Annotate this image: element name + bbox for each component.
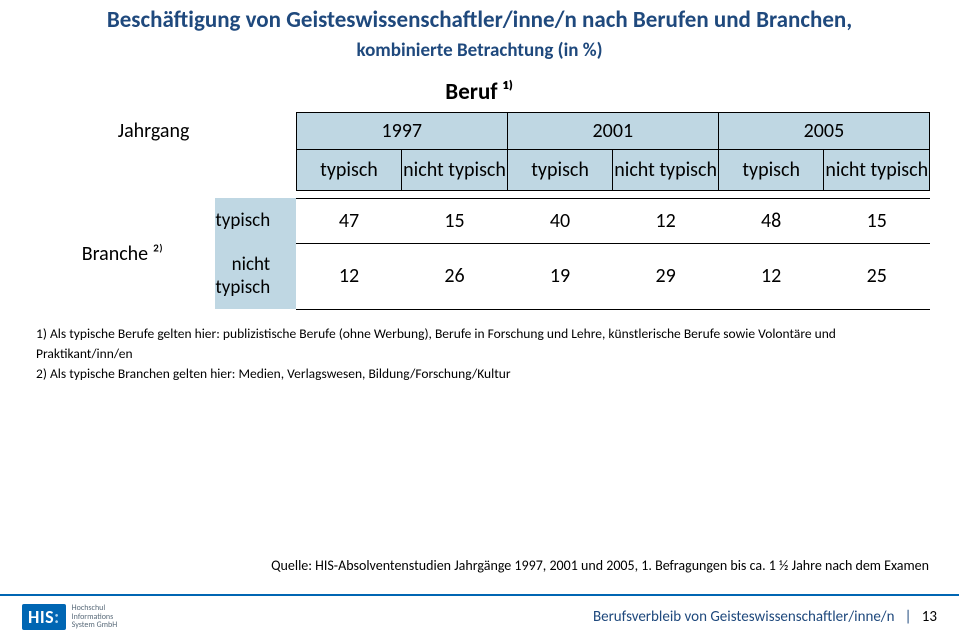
logo-text: HIS (28, 606, 54, 628)
subheader: typisch (507, 149, 613, 190)
year-1997: 1997 (296, 112, 507, 149)
year-2001: 2001 (507, 112, 718, 149)
footer-sep: | (905, 608, 912, 626)
his-logo: HIS: Hochschul Informations System GmbH (22, 604, 117, 630)
footnote-1: 1) Als typische Berufe gelten hier: publ… (36, 324, 923, 365)
cell: 26 (402, 243, 508, 309)
subheader: nicht typisch (613, 149, 719, 190)
title-sub: kombinierte Betrachtung (in %) (357, 39, 603, 62)
cell: 47 (296, 198, 402, 243)
footnotes: 1) Als typische Berufe gelten hier: publ… (36, 324, 923, 385)
column-axis-label: Beruf ¹⁾ (30, 78, 929, 106)
slide-page: Beschäftigung von Geisteswissenschaftler… (0, 0, 959, 638)
cell: 48 (718, 198, 824, 243)
subheader: typisch (718, 149, 824, 190)
jahrgang-label: Jahrgang (30, 112, 215, 149)
logo-sub-line: System GmbH (72, 620, 118, 630)
cell: 40 (507, 198, 613, 243)
logo-mark: HIS: (22, 604, 66, 630)
subheader: nicht typisch (402, 149, 508, 190)
cell: 15 (824, 198, 930, 243)
footnote-2: 2) Als typische Branchen gelten hier: Me… (36, 364, 923, 384)
footer-title: Berufsverbleib von Geisteswissenschaftle… (593, 608, 895, 626)
source-line: Quelle: HIS-Absolventenstudien Jahrgänge… (271, 557, 929, 574)
row-label-typisch: typisch (215, 198, 296, 243)
cell: 19 (507, 243, 613, 309)
axis-top-text: Beruf ¹⁾ (445, 78, 513, 106)
cell: 25 (824, 243, 930, 309)
subheader: nicht typisch (824, 149, 930, 190)
table-row: Branche ²⁾ typisch 47 15 40 12 48 15 (30, 198, 930, 243)
year-2005: 2005 (718, 112, 929, 149)
page-number: 13 (922, 608, 937, 626)
cell: 15 (402, 198, 508, 243)
table-row-subheaders: typisch nicht typisch typisch nicht typi… (30, 149, 930, 190)
title-main: Beschäftigung von Geisteswissenschaftler… (107, 6, 852, 34)
table-row-years: Jahrgang 1997 2001 2005 (30, 112, 930, 149)
footer: HIS: Hochschul Informations System GmbH … (0, 594, 959, 638)
cell: 12 (296, 243, 402, 309)
cell: 12 (613, 198, 719, 243)
row-axis-label: Branche ²⁾ (30, 198, 215, 309)
data-table: Jahrgang 1997 2001 2005 typisch nicht ty… (30, 112, 930, 310)
cell: 12 (718, 243, 824, 309)
subheader: typisch (296, 149, 402, 190)
branche-label-text: Branche ²⁾ (82, 242, 164, 266)
footer-right: Berufsverbleib von Geisteswissenschaftle… (593, 608, 937, 626)
logo-subtext: Hochschul Informations System GmbH (72, 604, 118, 629)
cell: 29 (613, 243, 719, 309)
row-label-nicht-typisch: nicht typisch (215, 243, 296, 309)
slide-title: Beschäftigung von Geisteswissenschaftler… (40, 6, 919, 64)
